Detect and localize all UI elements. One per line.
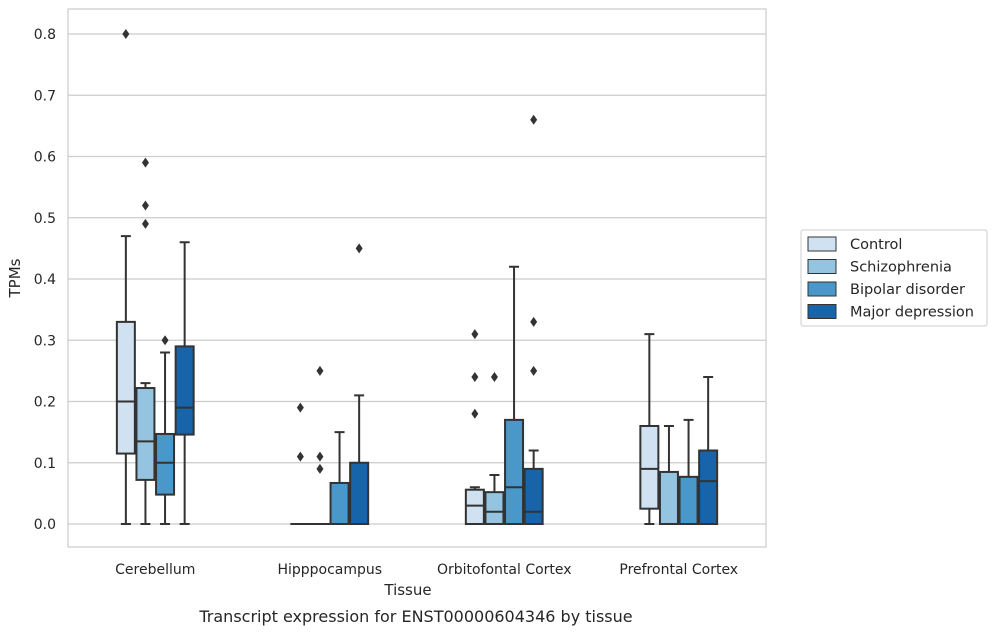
chart-caption: Transcript expression for ENST0000060434… — [198, 607, 632, 626]
box-body — [639, 425, 660, 510]
outlier-point — [490, 372, 498, 382]
plot-frame — [67, 8, 767, 548]
box — [329, 431, 350, 525]
box-body — [678, 475, 699, 525]
outlier-point — [141, 218, 149, 229]
outlier-point — [122, 29, 130, 39]
outlier-point — [471, 372, 479, 382]
legend-label: Bipolar disorder — [850, 282, 965, 298]
box-body — [174, 345, 195, 436]
legend-label: Control — [850, 237, 902, 253]
y-tick-label: 0.4 — [34, 272, 56, 288]
outlier-point — [355, 243, 363, 254]
series-schizophrenia — [135, 157, 679, 526]
box — [309, 365, 330, 526]
y-tick-label: 0.8 — [34, 27, 56, 43]
box — [349, 243, 370, 525]
y-tick-label: 0.6 — [34, 150, 56, 166]
box — [678, 418, 699, 525]
box — [464, 329, 485, 526]
outlier-point — [530, 114, 538, 125]
legend-label: Major depression — [850, 305, 974, 321]
legend-swatch — [807, 259, 837, 274]
outlier-point — [141, 200, 149, 211]
box — [639, 333, 660, 525]
series-major-depression — [174, 114, 719, 525]
box-body — [658, 470, 679, 525]
outlier-point — [471, 408, 479, 419]
box-body — [155, 432, 176, 496]
box — [484, 372, 505, 525]
y-tick-label: 0.5 — [34, 211, 56, 227]
box-body — [115, 320, 136, 455]
box-body — [523, 467, 544, 525]
legend-frame — [800, 229, 988, 327]
box — [658, 425, 679, 525]
y-axis-label: TPMs — [6, 258, 24, 298]
legend-swatch — [807, 281, 837, 297]
box — [290, 402, 311, 526]
box-body — [349, 461, 370, 525]
y-axis-ticks: 0.0 0.1 0.2 0.3 0.4 0.5 0.6 0.7 0.8 — [34, 27, 56, 533]
series-bipolar-disorder — [155, 265, 699, 525]
outlier-point — [316, 365, 324, 376]
legend-swatch — [807, 304, 837, 319]
box-body — [504, 418, 525, 525]
box — [115, 29, 136, 525]
box-body — [464, 488, 485, 526]
box-series — [115, 29, 719, 526]
outlier-point — [530, 365, 538, 376]
box — [698, 376, 719, 525]
legend-swatch — [807, 236, 837, 252]
box-body — [484, 491, 505, 525]
box — [155, 335, 176, 525]
y-tick-label: 0.0 — [34, 517, 56, 533]
y-tick-label: 0.1 — [34, 456, 56, 472]
box — [135, 157, 156, 525]
box-body — [329, 481, 350, 525]
x-axis-ticks: Cerebellum Hipppocampus Orbitofontal Corte… — [115, 562, 738, 578]
box — [523, 114, 544, 525]
x-axis-label: Tissue — [383, 581, 431, 599]
outlier-point — [471, 329, 479, 340]
y-tick-label: 0.7 — [34, 88, 56, 104]
outlier-point — [296, 451, 304, 462]
outlier-point — [316, 451, 324, 462]
box — [504, 265, 525, 525]
outlier-point — [161, 335, 169, 346]
y-tick-label: 0.2 — [34, 395, 56, 411]
box-body — [698, 449, 719, 525]
legend-label: Schizophrenia — [850, 260, 952, 276]
series-control — [115, 29, 660, 526]
x-tick-label: Hipppocampus — [277, 562, 382, 578]
x-tick-label: Cerebellum — [115, 562, 195, 578]
box-body — [135, 387, 156, 481]
outlier-point — [316, 463, 324, 474]
y-tick-label: 0.3 — [34, 333, 56, 349]
outlier-point — [530, 316, 538, 327]
legend: Control Schizophrenia Bipolar disorder Majo… — [800, 229, 988, 327]
x-tick-label: Orbitofontal Cortex — [437, 562, 572, 578]
outlier-point — [296, 402, 304, 413]
outlier-point — [141, 157, 149, 168]
x-tick-label: Prefrontal Cortex — [619, 562, 738, 578]
box — [174, 241, 195, 525]
